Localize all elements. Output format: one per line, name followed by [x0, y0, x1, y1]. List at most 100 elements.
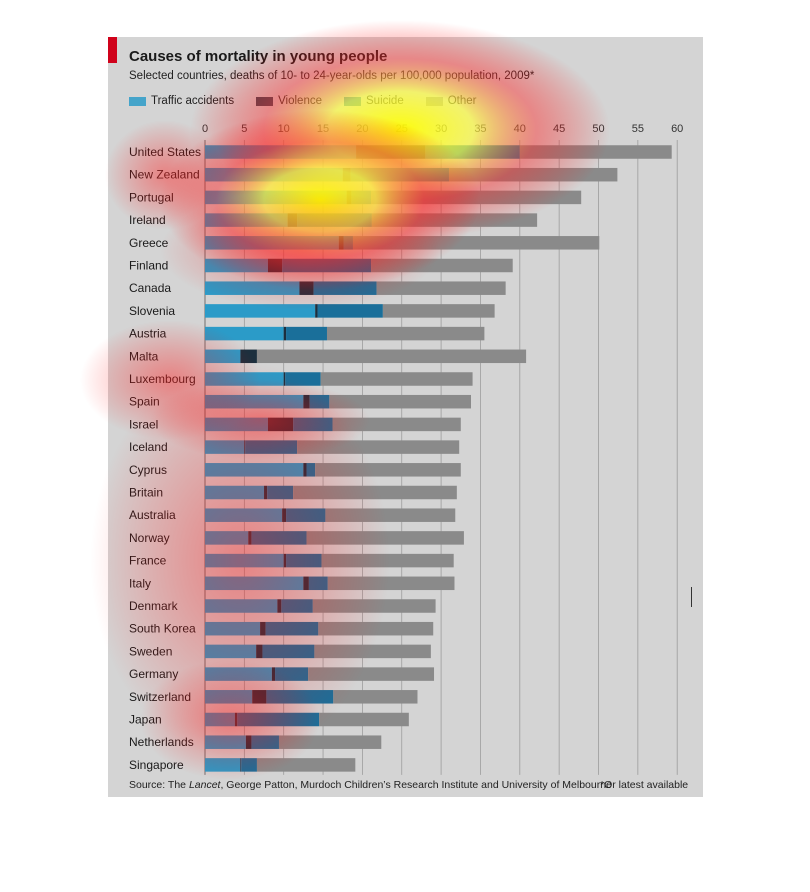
- bar-segment-traffic-accidents: [205, 735, 246, 749]
- bar-segment-other: [326, 326, 485, 341]
- bar-segment-other: [293, 485, 457, 500]
- bar-segment-violence: [256, 644, 263, 659]
- bar-segment-suicide: [317, 304, 383, 318]
- bar-segment-traffic-accidents: [205, 463, 304, 477]
- bar-segment-suicide: [313, 281, 377, 295]
- bar-segment-violence: [244, 440, 246, 454]
- bar-segment-suicide: [281, 599, 313, 613]
- bar-segment-suicide: [285, 372, 321, 386]
- bar-segment-traffic-accidents: [205, 758, 241, 772]
- bar-segment-traffic-accidents: [205, 213, 288, 227]
- bar-segment-traffic-accidents: [205, 394, 304, 409]
- bar-segment-other: [371, 258, 513, 273]
- bar-segment-other: [325, 508, 456, 522]
- category-label: Denmark: [129, 599, 179, 613]
- bar-segment-violence: [342, 167, 351, 182]
- bar-segment-suicide: [251, 531, 307, 545]
- x-tick-label: 10: [278, 123, 290, 135]
- bar-segment-violence: [338, 236, 344, 250]
- source-journal: Lancet: [188, 779, 221, 791]
- category-label: Netherlands: [129, 735, 194, 749]
- bar-segment-other: [321, 553, 454, 568]
- bar-segment-violence: [277, 599, 282, 613]
- bar-segment-traffic-accidents: [205, 667, 272, 681]
- bar-segment-other: [306, 531, 464, 545]
- category-label: Britain: [129, 486, 163, 500]
- bar-segment-suicide: [350, 167, 449, 182]
- category-label: Greece: [129, 236, 169, 250]
- bar-segment-suicide: [251, 735, 279, 749]
- bar-segment-suicide: [286, 326, 327, 341]
- x-tick-label: 0: [202, 123, 208, 135]
- category-label: Singapore: [129, 758, 184, 772]
- category-label: Slovenia: [129, 304, 175, 318]
- category-label: France: [129, 554, 167, 568]
- category-label: Australia: [129, 508, 176, 522]
- bar-segment-suicide: [309, 394, 330, 409]
- bar-segment-suicide: [282, 258, 372, 273]
- bar-segment-suicide: [241, 758, 257, 772]
- bar-segment-traffic-accidents: [205, 167, 343, 182]
- bar-segment-suicide: [308, 576, 328, 591]
- bar-segment-other: [371, 190, 582, 205]
- category-label: Austria: [129, 327, 167, 341]
- x-tick-label: 15: [317, 123, 329, 135]
- bar-segment-suicide: [245, 440, 298, 454]
- category-label: Germany: [129, 667, 178, 681]
- bar-segment-other: [319, 712, 409, 727]
- bar-segment-violence: [271, 667, 276, 681]
- bar-segment-suicide: [266, 690, 334, 704]
- footnote: *Or latest available: [600, 779, 689, 791]
- bar-segment-violence: [234, 712, 238, 727]
- category-label: Norway: [129, 531, 170, 545]
- category-label: Malta: [129, 349, 159, 363]
- bar-segment-other: [297, 440, 460, 454]
- bar-segment-violence: [267, 258, 283, 273]
- source-note: Source: The Lancet, George Patton, Murdo…: [129, 779, 612, 791]
- bar-segment-traffic-accidents: [205, 326, 284, 341]
- bar-segment-suicide: [425, 145, 520, 159]
- bar-segment-violence: [240, 349, 257, 364]
- bar-segment-suicide: [293, 417, 333, 432]
- bar-segment-suicide: [275, 667, 309, 681]
- bar-segment-violence: [283, 553, 287, 568]
- x-tick-label: 25: [396, 123, 408, 135]
- bar-segment-violence: [303, 394, 310, 409]
- bar-segment-violence: [287, 213, 298, 227]
- bar-segment-traffic-accidents: [205, 531, 249, 545]
- category-label: Canada: [129, 281, 171, 295]
- category-label: United States: [129, 145, 201, 159]
- bar-segment-violence: [299, 281, 314, 295]
- bar-segment-traffic-accidents: [205, 372, 284, 386]
- bar-segment-suicide: [262, 644, 315, 659]
- bar-segment-traffic-accidents: [205, 644, 257, 659]
- category-label: Portugal: [129, 190, 174, 204]
- bar-segment-violence: [240, 758, 242, 772]
- bar-segment-traffic-accidents: [205, 553, 284, 568]
- legend-swatch-traffic: [129, 96, 146, 106]
- bar-segment-violence: [303, 463, 307, 477]
- bar-segment-other: [376, 281, 506, 295]
- bar-segment-violence: [248, 531, 252, 545]
- bar-segment-suicide: [343, 236, 353, 250]
- bar-segment-violence: [245, 735, 252, 749]
- bar-segment-traffic-accidents: [205, 576, 304, 591]
- bar-segment-suicide: [297, 213, 372, 227]
- bar-segment-traffic-accidents: [205, 281, 300, 295]
- category-label: Italy: [129, 576, 151, 590]
- x-tick-label: 30: [435, 123, 447, 135]
- category-label: Luxembourg: [129, 372, 196, 386]
- category-label: Ireland: [129, 213, 166, 227]
- bar-segment-traffic-accidents: [205, 599, 278, 613]
- bar-segment-violence: [264, 485, 268, 500]
- bar-segment-violence: [315, 304, 318, 318]
- bar-segment-violence: [303, 576, 309, 591]
- bar-segment-suicide: [306, 463, 316, 477]
- bar-segment-other: [332, 417, 461, 432]
- bar-segment-other: [333, 690, 418, 704]
- bar-segment-traffic-accidents: [205, 417, 268, 432]
- x-tick-label: 55: [632, 123, 644, 135]
- bar-segment-other: [327, 576, 455, 591]
- bar-segment-suicide: [265, 621, 319, 636]
